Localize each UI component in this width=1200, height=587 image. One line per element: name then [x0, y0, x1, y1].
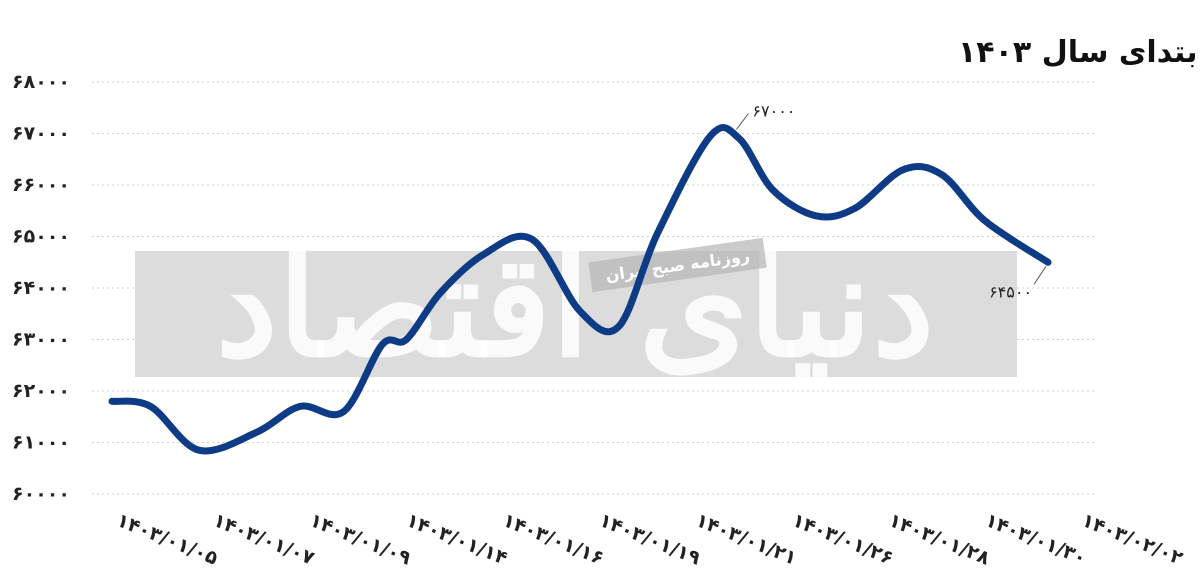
- annotation-leader: [1033, 265, 1047, 285]
- watermark-tag-box: [588, 237, 767, 293]
- x-tick-label: ۱۴۰۳/۰۱/۰۵: [114, 509, 222, 570]
- x-tick-label: ۱۴۰۳/۰۱/۲۸: [886, 509, 994, 570]
- chart-title: نمودار قیمت دلار بازار آزاد از ابتدای سا…: [958, 33, 1200, 70]
- data-label: ۶۷۰۰۰: [752, 102, 795, 121]
- x-tick-label: ۱۴۰۳/۰۱/۲۶: [789, 509, 896, 569]
- y-tick-label: ۶۱۰۰۰: [12, 432, 70, 454]
- annotation-leader: [736, 113, 749, 130]
- x-tick-label: ۱۴۰۳/۰۱/۰۷: [210, 509, 318, 570]
- y-tick-label: ۶۴۰۰۰: [12, 277, 70, 299]
- y-tick-label: ۶۸۰۰۰: [12, 71, 70, 93]
- series-line: [108, 124, 1052, 455]
- x-tick-label: ۱۴۰۳/۰۱/۳۰: [982, 509, 1089, 569]
- y-tick-label: ۶۰۰۰۰: [12, 483, 70, 505]
- watermark-box: [135, 251, 1017, 377]
- y-tick-label: ۶۲۰۰۰: [12, 380, 70, 402]
- x-tick-label: ۱۴۰۳/۰۲/۰۲: [1079, 509, 1187, 570]
- y-axis-ticks: ۶۰۰۰۰ ۶۱۰۰۰ ۶۲۰۰۰ ۶۳۰۰۰ ۶۴۰۰۰ ۶۵۰۰۰ ۶۶۰۰۰ ۶۷۰۰۰…: [12, 71, 70, 505]
- x-tick-label: ۱۴۰۳/۰۱/۲۱: [693, 509, 800, 569]
- watermark: دنیای اقتصاد روزنامه صبح ایران: [135, 225, 1017, 389]
- y-tick-label: ۶۳۰۰۰: [12, 329, 70, 351]
- x-tick-label: ۱۴۰۳/۰۱/۱۴: [403, 509, 510, 569]
- annotations: ۶۷۰۰۰ ۶۴۵۰۰: [736, 102, 1047, 301]
- x-tick-label: ۱۴۰۳/۰۱/۱۹: [596, 509, 704, 570]
- x-axis-ticks: ۱۴۰۳/۰۱/۰۵۱۴۰۳/۰۱/۰۷۱۴۰۳/۰۱/۰۹۱۴۰۳/۰۱/۱۴…: [114, 509, 1187, 570]
- y-tick-label: ۶۵۰۰۰: [12, 226, 70, 248]
- x-tick-label: ۱۴۰۳/۰۱/۰۹: [307, 509, 415, 570]
- y-tick-label: ۶۷۰۰۰: [12, 123, 70, 145]
- x-tick-label: ۱۴۰۳/۰۱/۱۶: [500, 509, 607, 569]
- data-label: ۶۴۵۰۰: [989, 282, 1032, 301]
- y-tick-label: ۶۶۰۰۰: [12, 174, 70, 196]
